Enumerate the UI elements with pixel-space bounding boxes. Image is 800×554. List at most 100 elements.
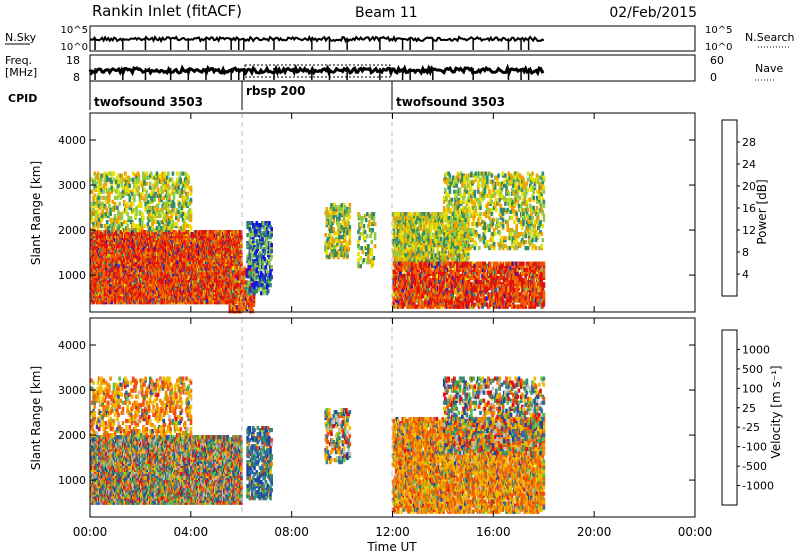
range-gate-cell [177, 217, 180, 223]
range-gate-cell [240, 236, 243, 241]
range-gate-cell [109, 211, 112, 217]
range-gate-cell [165, 197, 169, 202]
range-gate-cell [143, 187, 146, 192]
range-gate-cell [161, 220, 164, 225]
range-gate-cell [108, 203, 111, 208]
range-gate-cell [139, 201, 143, 206]
range-gate-cell [168, 220, 171, 225]
range-gate-cell [135, 205, 138, 210]
range-gate-cell [101, 209, 104, 215]
range-gate-cell [158, 173, 161, 178]
range-gate-cell [137, 175, 141, 180]
range-gate-cell [141, 222, 144, 227]
range-gate-cell [163, 201, 167, 206]
range-gate-cell [239, 266, 242, 271]
range-gate-cell [151, 215, 154, 221]
range-gate-cell [92, 226, 95, 231]
range-gate-cell [96, 175, 100, 180]
range-gate-cell [92, 222, 95, 227]
range-gate-cell [244, 286, 248, 291]
range-gate-cell [143, 181, 146, 186]
range-gate-cell [162, 195, 166, 200]
range-gate-cell [215, 230, 218, 235]
range-gate-cell [189, 209, 193, 215]
range-gate-cell [130, 191, 134, 196]
range-gate-cell [232, 300, 235, 306]
range-gate-cell [175, 211, 178, 217]
range-gate-cell [174, 230, 177, 235]
range-gate-cell [116, 195, 119, 200]
range-gate-cell [150, 205, 153, 210]
range-gate-cell [185, 175, 188, 180]
range-gate-cell [189, 226, 193, 231]
range-gate-cell [242, 290, 245, 295]
range-gate-cell [176, 177, 179, 182]
range-gate-cell [145, 175, 149, 180]
range-gate-cell [125, 175, 128, 180]
range-gate-cell [165, 175, 169, 180]
range-gate-cell [167, 179, 170, 184]
range-gate-cell [138, 181, 142, 186]
range-gate-cell [126, 228, 129, 233]
range-gate-cell [145, 189, 149, 194]
range-gate-cell [160, 226, 163, 231]
range-gate-cell [113, 294, 117, 299]
range-gate-cell [126, 224, 129, 229]
range-gate-cell [143, 197, 146, 202]
range-gate-cell [127, 189, 130, 194]
range-gate-cell [162, 205, 166, 210]
range-gate-cell [143, 224, 146, 229]
range-gate-cell [175, 298, 178, 303]
range-gate-cell [145, 171, 149, 176]
range-gate-cell [187, 179, 190, 184]
range-gate-cell [126, 201, 129, 206]
range-gate-cell [187, 185, 190, 190]
range-gate-cell [189, 213, 193, 219]
range-gate-cell [177, 209, 180, 215]
range-gate-cell [99, 181, 102, 186]
range-gate-cell [113, 201, 117, 206]
range-gate-cell [108, 197, 111, 202]
range-gate-cell [153, 175, 156, 180]
range-gate-cell [234, 278, 237, 283]
range-gate-cell [182, 195, 186, 200]
range-gate-cell [153, 215, 156, 221]
range-gate-cell [122, 220, 126, 225]
range-gate-cell [169, 209, 172, 215]
range-gate-cell [156, 203, 160, 208]
range-gate-cell [155, 181, 159, 186]
range-gate-cell [121, 189, 125, 194]
range-gate-cell [117, 189, 120, 194]
nsearch-label: N.Search [745, 31, 795, 44]
range-gate-cell [109, 207, 112, 213]
range-gate-cell [150, 171, 153, 176]
date-title: 02/Feb/2015 [609, 5, 697, 21]
nsky-line [89, 34, 545, 44]
range-gate-cell [124, 171, 127, 176]
range-gate-cell [127, 215, 130, 221]
range-gate-cell [141, 226, 144, 231]
range-gate-cell [91, 201, 94, 206]
range-gate-cell [159, 189, 162, 194]
range-gate-cell [141, 195, 144, 200]
range-gate-cell [158, 209, 161, 215]
range-gate-cell [117, 230, 120, 235]
range-gate-cell [148, 199, 152, 204]
range-gate-cell [146, 222, 150, 227]
range-gate-cell [148, 181, 152, 186]
range-gate-cell [186, 191, 189, 196]
range-gate-cell [131, 201, 135, 206]
range-gate-cell [125, 185, 128, 190]
range-gate-cell [102, 189, 106, 194]
range-gate-cell [135, 183, 138, 188]
range-gate-cell [167, 171, 170, 176]
range-gate-cell [189, 217, 193, 223]
freq-panel: Freq. [MHz] 18 8 60 0 Nave [5, 54, 783, 84]
range-gate-cell [158, 222, 161, 227]
range-gate-cell [112, 171, 116, 176]
range-gate-cell [100, 224, 103, 229]
beam-title: Beam 11 [355, 5, 418, 21]
range-gate-cell [107, 226, 110, 231]
range-gate-cell [146, 199, 150, 204]
range-gate-cell [162, 211, 166, 217]
